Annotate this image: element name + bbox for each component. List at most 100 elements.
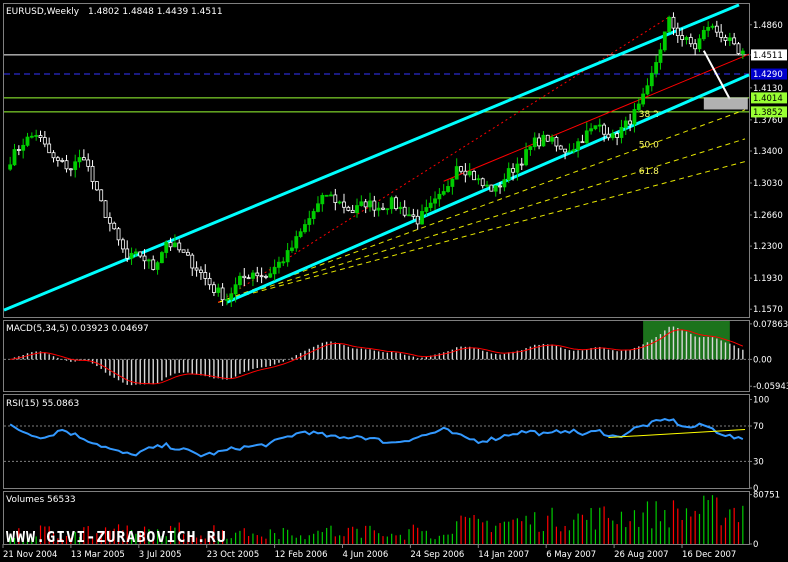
x-axis-tick-label: 13 Mar 2005	[71, 550, 125, 560]
candle-body	[519, 163, 524, 166]
candle-body	[389, 197, 394, 210]
rsi-axis-tick-label: 70	[753, 422, 764, 432]
candle-body	[107, 217, 112, 224]
candle-body	[303, 224, 307, 233]
price-tag-label: 1.4511	[753, 51, 783, 61]
candle-body	[194, 267, 199, 271]
candle-body	[680, 35, 685, 40]
candle-body	[86, 159, 91, 167]
candle-body	[506, 168, 511, 181]
candle-body	[307, 218, 312, 225]
axes: 1.4860 1.4511 1.4130 1.3760 1.3400 1.3030 1.26…	[2, 21, 788, 560]
candle-body	[285, 250, 290, 263]
candle-body	[641, 93, 646, 105]
candle-body	[576, 141, 580, 151]
candle-body	[120, 239, 125, 250]
candle-body	[528, 146, 533, 150]
candle-body	[671, 16, 676, 29]
candle-body	[489, 184, 494, 192]
candle-body	[420, 211, 424, 225]
candle-body	[207, 278, 212, 286]
candle-body	[138, 251, 143, 257]
price-pane: 38.2 50.0 61.8	[3, 3, 750, 312]
candle-body	[454, 166, 459, 180]
candle-body	[727, 37, 732, 41]
candle-body	[186, 251, 190, 256]
macd-pane	[4, 321, 749, 386]
candle-body	[16, 149, 21, 151]
macd-axis-tick-label: -0.05943	[753, 382, 788, 392]
candle-body	[415, 215, 420, 225]
candle-body	[472, 170, 476, 181]
candle-body	[628, 120, 633, 125]
candle-body	[316, 203, 320, 212]
candle-body	[116, 228, 121, 241]
candle-body	[337, 201, 342, 204]
candle-body	[342, 201, 346, 208]
x-axis-tick-label: 16 Dec 2007	[682, 550, 736, 560]
x-axis-tick-label: 26 Aug 2007	[614, 550, 668, 560]
candle-body	[311, 211, 316, 219]
watermark: WWW.GIVI-ZURABOVICH.RU	[6, 528, 227, 546]
candle-body	[567, 150, 572, 153]
candle-body	[398, 206, 403, 210]
candle-body	[658, 49, 663, 63]
candle-body	[706, 26, 711, 31]
candle-body	[450, 178, 455, 187]
price-tag-label: 1.3852	[753, 108, 783, 118]
candle-body	[38, 135, 43, 138]
candle-body	[428, 202, 433, 208]
candle-body	[563, 148, 567, 153]
candle-body	[181, 249, 186, 253]
ohlc-readout: 1.4802 1.4848 1.4439 1.4511	[88, 7, 223, 17]
candle-body	[667, 16, 672, 33]
candle-body	[164, 242, 169, 253]
rsi-title: RSI(15) 55.0863	[6, 399, 79, 409]
candle-body	[251, 272, 255, 279]
candle-body	[333, 194, 338, 203]
candle-body	[615, 133, 620, 138]
candle-body	[424, 207, 429, 212]
candle-body	[610, 133, 615, 139]
candle-body	[619, 127, 624, 138]
red-trend-line	[443, 53, 750, 182]
candle-body	[68, 168, 73, 171]
candle-body	[242, 275, 247, 279]
price-pane-frame	[3, 3, 750, 318]
candle-body	[589, 128, 593, 132]
candle-body	[446, 186, 450, 192]
x-axis-tick-label: 21 Nov 2004	[3, 550, 57, 560]
candle-body	[320, 195, 325, 205]
candle-body	[350, 209, 355, 214]
candle-body	[12, 149, 17, 166]
channel-lower-line	[226, 73, 750, 304]
candle-body	[697, 38, 702, 50]
x-axis-tick-label: 4 Jun 2006	[343, 550, 389, 560]
rsi-axis-tick-label: 100	[753, 395, 769, 405]
candle-body	[394, 197, 398, 210]
candle-body	[623, 120, 628, 128]
macd-signal-line	[10, 329, 744, 385]
candle-body	[199, 269, 203, 273]
candle-body	[51, 152, 56, 159]
candle-body	[246, 277, 251, 280]
candle-body	[112, 222, 117, 230]
candle-body	[29, 135, 34, 138]
rsi-axis-tick-label: 30	[753, 457, 764, 467]
price-axis-tick-label: 1.4860	[753, 21, 783, 31]
candle-body	[385, 208, 390, 211]
target-zone	[703, 97, 748, 110]
price-tag-label: 1.4290	[753, 70, 783, 80]
candle-body	[502, 179, 507, 188]
candle-body	[580, 141, 585, 144]
candle-body	[584, 130, 589, 144]
candle-body	[372, 200, 377, 211]
candle-body	[602, 124, 607, 135]
x-axis-tick-label: 12 Feb 2006	[275, 550, 328, 560]
candle-body	[34, 135, 39, 137]
candle-body	[81, 157, 86, 161]
x-axis-tick-label: 14 Jan 2007	[478, 550, 529, 560]
candle-body	[203, 272, 208, 279]
